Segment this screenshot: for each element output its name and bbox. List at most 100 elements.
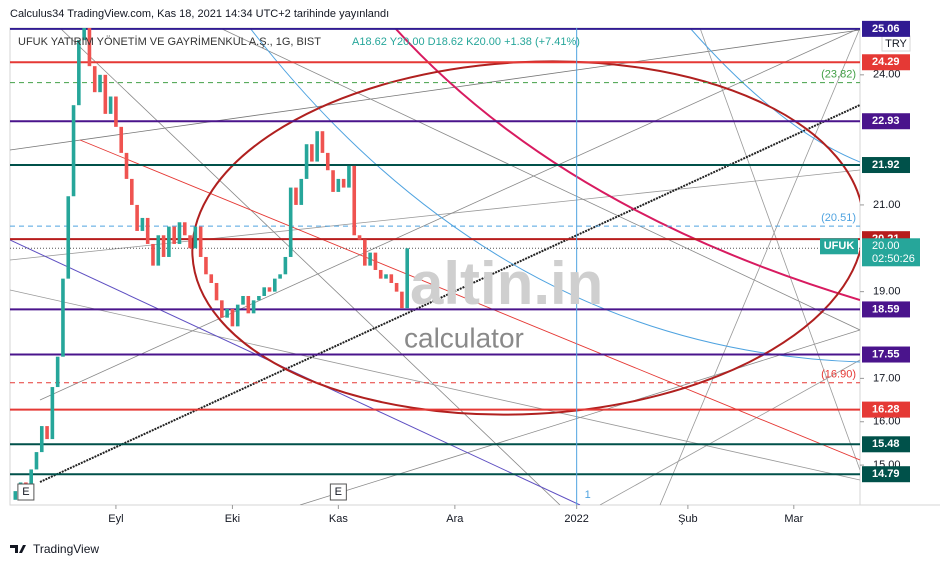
candle-body xyxy=(66,196,71,279)
level-label: 17.55 xyxy=(872,348,900,360)
candle-body xyxy=(363,239,367,266)
published-note: Calculus34 TradingView.com, Kas 18, 2021… xyxy=(10,8,389,20)
candle-body xyxy=(368,252,372,266)
currency: TRY xyxy=(885,38,907,50)
candle-body xyxy=(251,300,256,314)
level-label: 22.93 xyxy=(872,115,900,127)
arc xyxy=(249,28,860,363)
candle-body xyxy=(315,131,319,162)
candle-body xyxy=(77,40,81,106)
candle-body xyxy=(151,243,155,266)
candle-body xyxy=(114,96,118,127)
candle-body xyxy=(262,287,267,296)
candle-body xyxy=(87,28,92,67)
candle-body xyxy=(124,152,129,179)
level-label: 24.29 xyxy=(872,56,900,68)
trendline xyxy=(10,239,581,505)
candle-body xyxy=(278,274,282,279)
level-label: (23.82) xyxy=(821,69,856,81)
candles xyxy=(13,28,409,500)
level-lines xyxy=(10,28,860,505)
candle-body xyxy=(119,126,124,153)
candle-body xyxy=(331,170,335,192)
candle-body xyxy=(161,235,166,257)
symbol-box xyxy=(820,238,858,255)
trendline xyxy=(299,329,860,505)
x-tick-label: Kas xyxy=(329,513,348,525)
candle-body xyxy=(103,74,108,114)
candle-body xyxy=(394,282,399,292)
countdown: 02:50:26 xyxy=(872,253,915,265)
level-label: 15.48 xyxy=(872,438,900,450)
candle-body xyxy=(272,278,277,292)
logo xyxy=(10,545,26,553)
candle-body xyxy=(61,278,65,357)
candle-body xyxy=(92,66,97,93)
y-tick-label: 21.00 xyxy=(873,199,901,211)
y-tick-label: 19.00 xyxy=(873,286,901,298)
x-tick-label: Şub xyxy=(678,513,698,525)
candle-body xyxy=(156,235,161,266)
candle-body xyxy=(45,426,49,440)
cursor-label: 1 xyxy=(585,489,591,501)
trendline xyxy=(39,28,860,401)
event-label: E xyxy=(335,486,342,498)
candle-body xyxy=(405,248,409,309)
trendline xyxy=(599,359,860,505)
candle-body xyxy=(389,274,394,283)
y-tick-label: 24.00 xyxy=(873,69,901,81)
x-tick-label: Ara xyxy=(446,513,464,525)
arc xyxy=(689,28,860,163)
candle-body xyxy=(55,356,60,388)
trendline xyxy=(699,28,860,471)
trendline xyxy=(39,104,860,483)
event-box xyxy=(329,483,347,501)
level-label-box xyxy=(862,401,910,418)
candle-body xyxy=(336,178,341,192)
candle-body xyxy=(209,274,214,283)
y-tick-label: 16.00 xyxy=(873,416,901,428)
candle-body xyxy=(384,274,388,279)
trendline xyxy=(59,28,561,505)
candle-body xyxy=(177,222,182,244)
candle-body xyxy=(246,295,251,314)
symbol-tag: UFUK xyxy=(824,240,855,252)
candle-body xyxy=(39,426,44,453)
candle-body xyxy=(310,144,314,162)
candle-body xyxy=(198,226,203,257)
x-tick-label: Eyl xyxy=(108,513,123,525)
candle-body xyxy=(357,235,362,240)
candle-body xyxy=(204,256,208,275)
candle-body xyxy=(34,452,39,470)
candle-body xyxy=(257,295,261,301)
x-tick-label: Eki xyxy=(225,513,240,525)
level-label: 16.28 xyxy=(872,404,900,416)
candle-body xyxy=(341,178,346,188)
level-label: (20.51) xyxy=(821,212,856,224)
candle-body xyxy=(225,308,229,318)
candle-body xyxy=(29,469,33,487)
level-label-box xyxy=(862,466,910,483)
candle-body xyxy=(13,491,18,500)
candle-body xyxy=(373,252,378,270)
candle-body xyxy=(98,74,102,93)
event-label: E xyxy=(22,486,29,498)
level-label-box xyxy=(862,301,910,318)
last-price-label: 20.00 xyxy=(872,240,900,252)
level-label: 18.59 xyxy=(872,303,900,315)
candle-body xyxy=(235,304,240,327)
candle-body xyxy=(145,217,150,244)
candle-body xyxy=(320,131,325,153)
candle-body xyxy=(172,226,176,244)
level-label-box xyxy=(862,157,910,174)
trendline xyxy=(219,28,860,331)
level-label: 21.92 xyxy=(872,159,900,171)
candle-body xyxy=(193,226,198,249)
candle-body xyxy=(283,256,288,275)
candle-body xyxy=(214,282,219,301)
candle-body xyxy=(304,144,309,179)
candle-body xyxy=(188,235,192,249)
candle-body xyxy=(352,165,357,236)
